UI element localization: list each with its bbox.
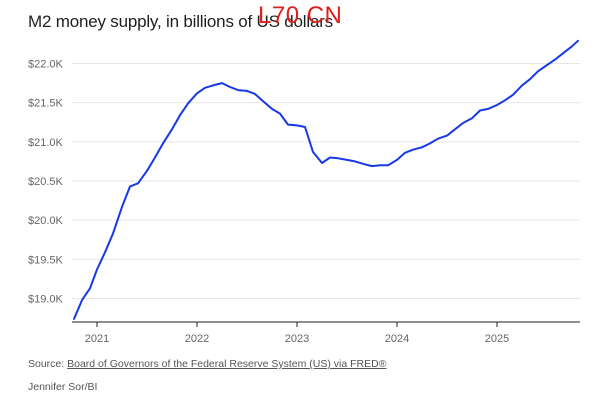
y-tick-labels: $19.0K $19.5K $20.0K $20.5K $21.0K $21.5K $22.…	[28, 59, 64, 306]
y-tick-label: $22.0K	[28, 59, 64, 71]
x-tick-label: 2022	[185, 333, 209, 345]
x-tick-label: 2021	[85, 333, 109, 345]
x-tick-label: 2023	[285, 333, 309, 345]
y-tick-label: $21.0K	[28, 137, 64, 149]
series-line-0	[73, 39, 579, 320]
y-tick-label: $19.0K	[28, 294, 64, 306]
x-tick-label: 2024	[385, 333, 409, 345]
y-tick-label: $20.0K	[28, 215, 64, 227]
x-tick-label: 2025	[485, 333, 509, 345]
series-layer	[73, 39, 579, 320]
source-note: Source: Board of Governors of the Federa…	[28, 358, 386, 370]
grid-layer	[72, 63, 580, 299]
watermark-text: L70 CN	[258, 2, 343, 29]
author-credit: Jennifer Sor/BI	[28, 381, 98, 393]
source-link[interactable]: Board of Governors of the Federal Reserv…	[67, 358, 387, 370]
y-tick-label: $20.5K	[28, 176, 64, 188]
y-tick-label: $19.5K	[28, 254, 64, 266]
source-prefix: Source:	[28, 358, 68, 370]
x-tick-labels: 2021 2022 2023 2024 2025	[85, 322, 509, 345]
chart-title: M2 money supply, in billions of US dolla…	[28, 12, 333, 31]
y-tick-label: $21.5K	[28, 98, 64, 110]
